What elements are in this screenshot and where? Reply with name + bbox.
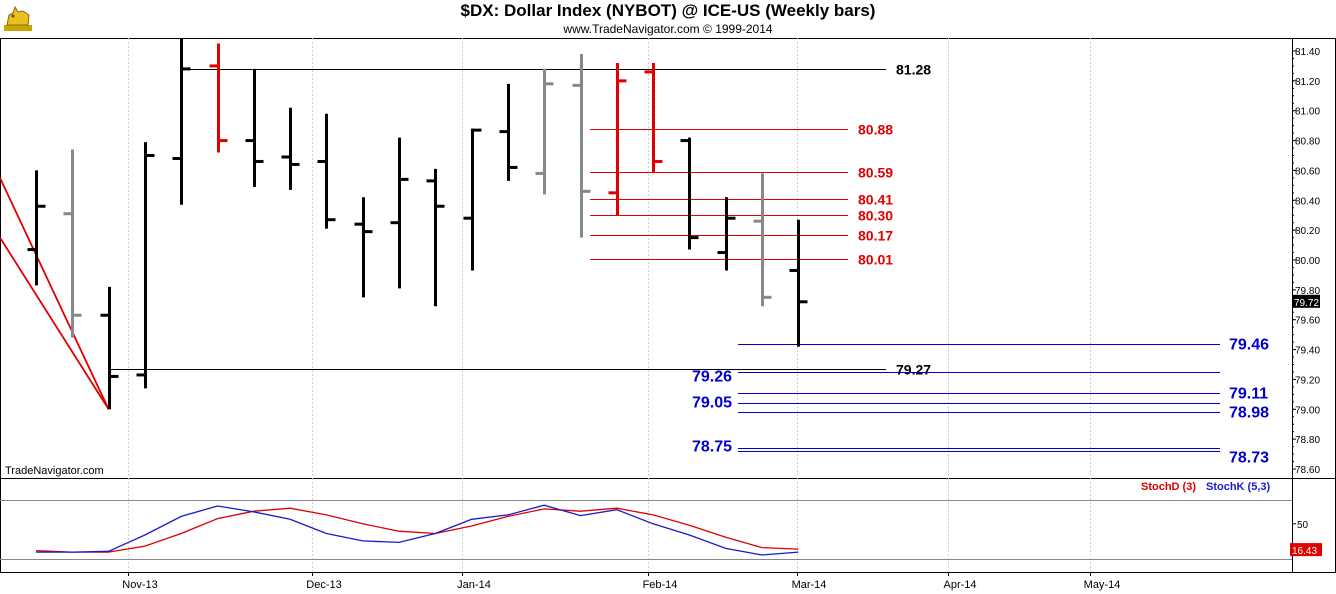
x-tick-label: Feb-14 — [643, 579, 678, 591]
ohlc-bar — [463, 128, 482, 271]
y-tick-label: 79.00 — [1295, 405, 1320, 416]
y-tick-label: 81.00 — [1295, 107, 1320, 118]
y-tick-label: 80.00 — [1295, 256, 1320, 267]
y-tick-label: 81.40 — [1295, 47, 1320, 58]
level-label: 80.01 — [858, 252, 893, 268]
axes: Nov-13 Dec-13 Jan-14 Feb-14 Mar-14 Apr-14 May-… — [122, 47, 1322, 591]
ohlc-bar — [209, 43, 228, 153]
level-label: 79.46 — [1229, 337, 1269, 354]
level-label: 81.28 — [896, 62, 931, 78]
ohlc-bar — [317, 113, 336, 229]
legend-stochd: StochD (3) — [1141, 481, 1196, 493]
stoch-y-tick-label: 50 — [1297, 520, 1309, 531]
x-tick-label: Nov-13 — [122, 579, 157, 591]
y-tick-label: 80.60 — [1295, 166, 1320, 177]
y-tick-label: 79.60 — [1295, 316, 1320, 327]
ohlc-bar — [753, 173, 772, 307]
level-label: 79.11 — [1229, 386, 1268, 403]
stoch-last-box — [1290, 543, 1322, 557]
ohlc-bar — [281, 107, 300, 190]
trend-line — [0, 177, 110, 410]
y-tick-label: 80.80 — [1295, 137, 1320, 148]
level-label: 79.26 — [692, 369, 732, 386]
ohlc-bar — [717, 197, 736, 271]
y-tick-label: 80.20 — [1295, 226, 1320, 237]
ohlc-bar — [680, 137, 699, 250]
y-tick-label: 80.40 — [1295, 196, 1320, 207]
x-tick-label: May-14 — [1084, 579, 1121, 591]
legend-stochk: StochK (5,3) — [1206, 481, 1271, 493]
ohlc-bar — [535, 68, 554, 195]
y-tick-label: 78.80 — [1295, 435, 1320, 446]
y-tick-label: 79.40 — [1295, 346, 1320, 357]
ohlc-bar — [63, 149, 82, 338]
ohlc-bar — [172, 39, 191, 205]
stochastic-panel — [0, 500, 1292, 560]
level-label: 80.41 — [858, 192, 893, 208]
ohlc-bar — [354, 197, 373, 298]
level-label: 80.30 — [858, 208, 893, 224]
trend-line — [0, 237, 110, 410]
level-label: 79.05 — [692, 395, 732, 412]
ohlc-bar — [245, 68, 264, 187]
x-tick-label: Apr-14 — [943, 579, 976, 591]
gold-bull-icon — [4, 5, 32, 31]
level-label: 78.73 — [1229, 450, 1269, 467]
level-label: 80.59 — [858, 165, 893, 181]
x-tick-label: Dec-13 — [306, 579, 341, 591]
y-tick-label: 79.20 — [1295, 375, 1320, 386]
y-tick-label: 79.80 — [1295, 286, 1320, 297]
watermark: TradeNavigator.com — [5, 465, 104, 477]
ohlc-bar — [27, 170, 46, 286]
ohlc-bar — [644, 62, 663, 172]
level-label: 80.88 — [858, 122, 893, 138]
y-tick-label: 78.60 — [1295, 465, 1320, 476]
ohlc-bar — [789, 219, 808, 347]
x-tick-label: Mar-14 — [792, 579, 827, 591]
last-value-label: 79.72 — [1294, 298, 1319, 309]
ohlc-bar — [136, 142, 155, 389]
level-label: 79.27 — [896, 362, 931, 378]
stoch-last-label: 16.43 — [1292, 546, 1317, 557]
y-tick-label: 81.20 — [1295, 77, 1320, 88]
ohlc-bar — [608, 62, 627, 216]
ohlc-bar — [390, 137, 409, 289]
last-value-box — [1292, 294, 1320, 308]
ohlc-bar — [499, 83, 518, 181]
level-label: 78.75 — [692, 439, 732, 456]
ohlc-bar — [100, 286, 119, 410]
level-label: 78.98 — [1229, 405, 1269, 422]
ohlc-bar — [426, 168, 445, 307]
grid — [0, 38, 1336, 573]
chart-subtitle: www.TradeNavigator.com © 1999-2014 — [563, 22, 773, 36]
chart-frame — [0, 38, 1336, 573]
ohlc-bar — [572, 53, 591, 238]
level-label: 80.17 — [858, 228, 893, 244]
chart-title: $DX: Dollar Index (NYBOT) @ ICE-US (Week… — [460, 1, 876, 20]
x-tick-label: Jan-14 — [457, 579, 491, 591]
stoch-line — [36, 504, 799, 556]
stoch-line — [35, 507, 799, 553]
